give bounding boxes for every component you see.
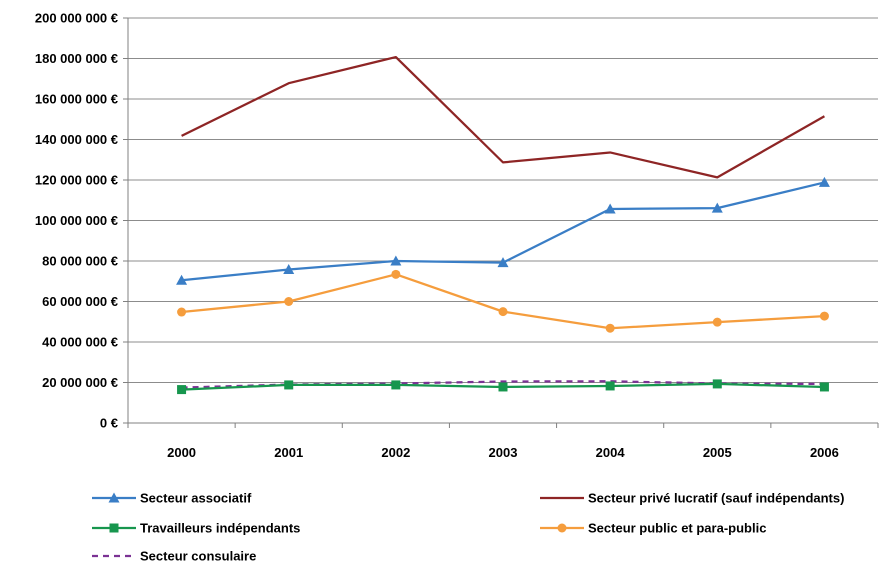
data-point-triangle xyxy=(108,492,120,503)
data-point-circle xyxy=(284,297,294,306)
x-tick-label: 2005 xyxy=(703,445,732,460)
legend-label: Secteur privé lucratif (sauf indépendant… xyxy=(588,491,844,506)
data-point-triangle xyxy=(390,255,402,266)
legend-label: Secteur associatif xyxy=(140,491,252,506)
data-point-square xyxy=(177,385,187,395)
data-point-square xyxy=(712,379,722,389)
y-tick-label: 40 000 000 € xyxy=(42,335,118,350)
legend-item: Secteur public et para-public xyxy=(540,521,766,536)
y-tick-label: 20 000 000 € xyxy=(42,375,118,390)
axes xyxy=(123,17,879,428)
data-point-triangle xyxy=(497,257,509,268)
y-tick-label: 80 000 000 € xyxy=(42,254,118,269)
data-point-circle xyxy=(557,523,567,533)
data-point-circle xyxy=(177,307,187,317)
y-tick-label: 60 000 000 € xyxy=(42,294,118,309)
data-point-circle xyxy=(819,311,829,321)
x-tick-label: 2002 xyxy=(381,445,410,460)
data-point-square xyxy=(391,380,401,390)
y-tick-label: 120 000 000 € xyxy=(35,173,118,188)
data-point-triangle xyxy=(711,202,723,213)
data-point-circle xyxy=(605,323,615,333)
data-point-square xyxy=(109,523,119,533)
series-lines xyxy=(176,55,830,395)
data-point-square xyxy=(498,382,508,392)
data-point-triangle xyxy=(604,203,616,214)
series-travailleurs-ind-pendants xyxy=(177,379,829,395)
x-tick-label: 2006 xyxy=(810,445,839,460)
y-gridlines xyxy=(128,17,878,383)
legend-item: Secteur privé lucratif (sauf indépendant… xyxy=(540,491,844,506)
series-secteur-associatif xyxy=(176,176,830,285)
legend-item: Secteur consulaire xyxy=(92,549,256,564)
legend-item: Secteur associatif xyxy=(92,491,252,506)
x-tick-label: 2004 xyxy=(596,445,626,460)
series-secteur-consulaire xyxy=(181,380,825,389)
series-line xyxy=(181,55,825,179)
legend: Secteur associatif Secteur privé lucratif… xyxy=(92,491,844,564)
y-tick-label: 140 000 000 € xyxy=(35,132,118,147)
data-point-square xyxy=(284,380,294,390)
series-line xyxy=(181,380,825,389)
legend-label: Travailleurs indépendants xyxy=(140,521,300,536)
x-tick-label: 2000 xyxy=(167,445,196,460)
legend-item: Travailleurs indépendants xyxy=(92,521,300,536)
data-point-square xyxy=(605,381,615,391)
x-tick-label: 2001 xyxy=(274,445,303,460)
legend-label: Secteur consulaire xyxy=(140,549,256,564)
y-tick-label: 180 000 000 € xyxy=(35,51,118,66)
data-point-circle xyxy=(391,269,401,279)
y-tick-label: 160 000 000 € xyxy=(35,92,118,107)
series-secteur-priv-lucratif-sauf-ind-pendants xyxy=(181,55,825,179)
data-point-triangle xyxy=(176,274,188,285)
legend-label: Secteur public et para-public xyxy=(588,521,766,536)
y-tick-label: 0 € xyxy=(100,416,118,431)
x-axis-tick-labels: 2000 2001 2002 2003 2004 2005 2006 xyxy=(167,445,839,460)
x-tick-label: 2003 xyxy=(489,445,518,460)
y-axis-tick-labels: 0 € 20 000 000 € 40 000 000 € 60 000 000 € 8… xyxy=(35,11,118,431)
series-secteur-public-et-para-public xyxy=(177,269,829,333)
data-point-circle xyxy=(712,317,722,327)
data-point-square xyxy=(819,382,829,392)
data-point-triangle xyxy=(283,264,295,275)
y-tick-label: 200 000 000 € xyxy=(35,11,118,26)
data-point-triangle xyxy=(818,176,830,187)
y-tick-label: 100 000 000 € xyxy=(35,213,118,228)
data-point-circle xyxy=(498,307,508,317)
